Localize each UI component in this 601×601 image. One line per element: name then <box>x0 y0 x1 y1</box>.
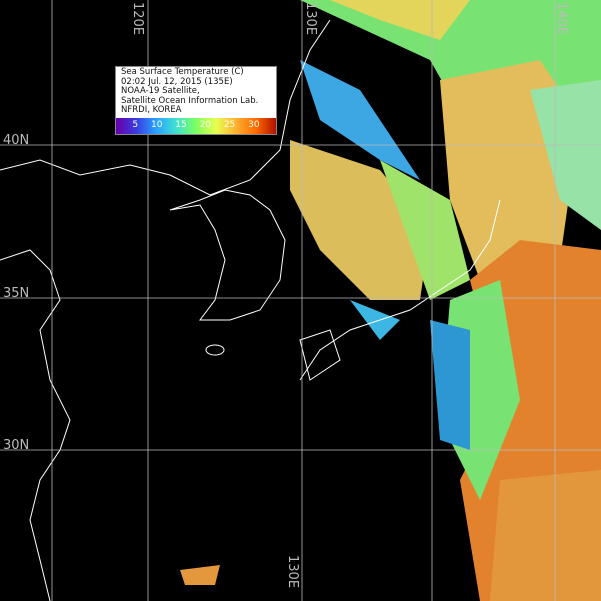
sst-cloud-free-areas <box>180 0 601 601</box>
scale-tick: 20 <box>199 119 211 130</box>
lat-label-35n: 35N <box>3 286 30 301</box>
coastlines <box>0 19 501 601</box>
lon-label-140e: 140E <box>554 2 569 36</box>
scale-tick: 30 <box>248 119 260 130</box>
scale-tick: 15 <box>175 119 187 130</box>
legend-institute: NFRDI, KOREA <box>121 105 182 115</box>
scale-tick: 5 <box>132 119 139 130</box>
legend-datetime: 02:02 Jul. 12, 2015 (135E) <box>121 76 233 87</box>
lat-label-30n: 30N <box>3 438 30 453</box>
lon-label-120e: 120E <box>130 2 145 36</box>
lat-label-40n: 40N <box>3 133 30 148</box>
scale-tick: 25 <box>223 119 236 130</box>
legend-lab: Satellite Ocean Information Lab. <box>121 95 259 106</box>
color-scale-bar: 5 10 15 20 25 30 <box>116 117 276 134</box>
scale-tick: 10 <box>150 119 163 130</box>
lon-label-130e-bottom: 130E <box>285 555 300 589</box>
legend-title: Sea Surface Temperature (C) <box>121 67 244 77</box>
lon-label-130e: 130E <box>303 2 318 36</box>
legend: Sea Surface Temperature (C) 02:02 Jul. 1… <box>115 66 277 135</box>
legend-satellite: NOAA-19 Satellite, <box>121 86 200 96</box>
